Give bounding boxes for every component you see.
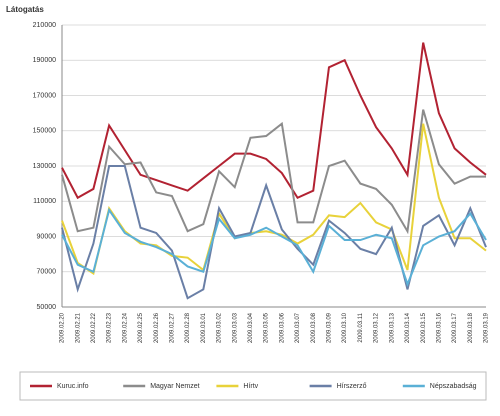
x-tick-label: 2009.02.21 — [75, 312, 81, 343]
y-axis-title: Látogatás — [6, 5, 44, 14]
x-tick-label: 2009.02.25 — [138, 312, 144, 343]
x-tick-label: 2009.03.02 — [217, 312, 223, 343]
x-tick-label: 2009.02.22 — [91, 312, 97, 343]
x-tick-label: 2009.03.13 — [389, 312, 395, 343]
y-tick-label: 50000 — [37, 304, 57, 311]
y-tick-label: 110000 — [33, 198, 56, 205]
y-tick-label: 70000 — [37, 269, 57, 276]
series-line — [61, 123, 487, 276]
y-tick-label: 210000 — [33, 22, 56, 29]
x-tick-label: 2009.03.18 — [468, 312, 474, 343]
x-tick-label: 2009.03.07 — [295, 312, 301, 343]
y-tick-label: 130000 — [33, 163, 56, 170]
x-tick-label: 2009.02.28 — [185, 312, 191, 343]
y-tick-label: 150000 — [33, 128, 56, 135]
x-tick-label: 2009.02.26 — [154, 312, 160, 343]
x-tick-label: 2009.03.04 — [248, 312, 254, 343]
x-tick-label: 2009.03.10 — [342, 312, 348, 343]
y-tick-label: 190000 — [33, 57, 56, 64]
y-tick-label: 90000 — [37, 233, 57, 240]
x-tick-label: 2009.03.09 — [327, 312, 333, 343]
x-tick-label: 2009.03.01 — [201, 312, 207, 343]
series-line — [61, 207, 487, 287]
legend-label: Hírszerző — [337, 383, 367, 390]
x-tick-label: 2009.02.27 — [170, 312, 176, 343]
x-tick-label: 2009.02.23 — [107, 312, 113, 343]
x-tick-label: 2009.03.17 — [452, 312, 458, 343]
x-tick-label: 2009.03.06 — [279, 312, 285, 343]
x-tick-label: 2009.03.14 — [405, 312, 411, 343]
x-tick-label: 2009.03.12 — [374, 312, 380, 343]
series-line — [61, 109, 486, 235]
legend-label: Kuruc.info — [57, 383, 89, 390]
legend-label: Magyar Nemzet — [150, 383, 199, 390]
x-tick-label: 2009.02.24 — [122, 312, 128, 343]
x-tick-label: 2009.03.16 — [436, 312, 442, 343]
series-line — [61, 165, 487, 300]
x-tick-label: 2009.03.08 — [311, 312, 317, 343]
x-tick-label: 2009.02.20 — [60, 312, 66, 343]
legend-label: Népszabadság — [430, 383, 477, 390]
legend-label: Hírtv — [243, 383, 258, 390]
x-tick-label: 2009.03.15 — [421, 312, 427, 343]
x-tick-label: 2009.03.03 — [232, 312, 238, 343]
x-tick-label: 2009.03.19 — [484, 312, 490, 343]
y-tick-label: 170000 — [33, 92, 56, 99]
x-tick-label: 2009.03.11 — [358, 312, 364, 342]
x-tick-label: 2009.03.05 — [264, 312, 270, 343]
